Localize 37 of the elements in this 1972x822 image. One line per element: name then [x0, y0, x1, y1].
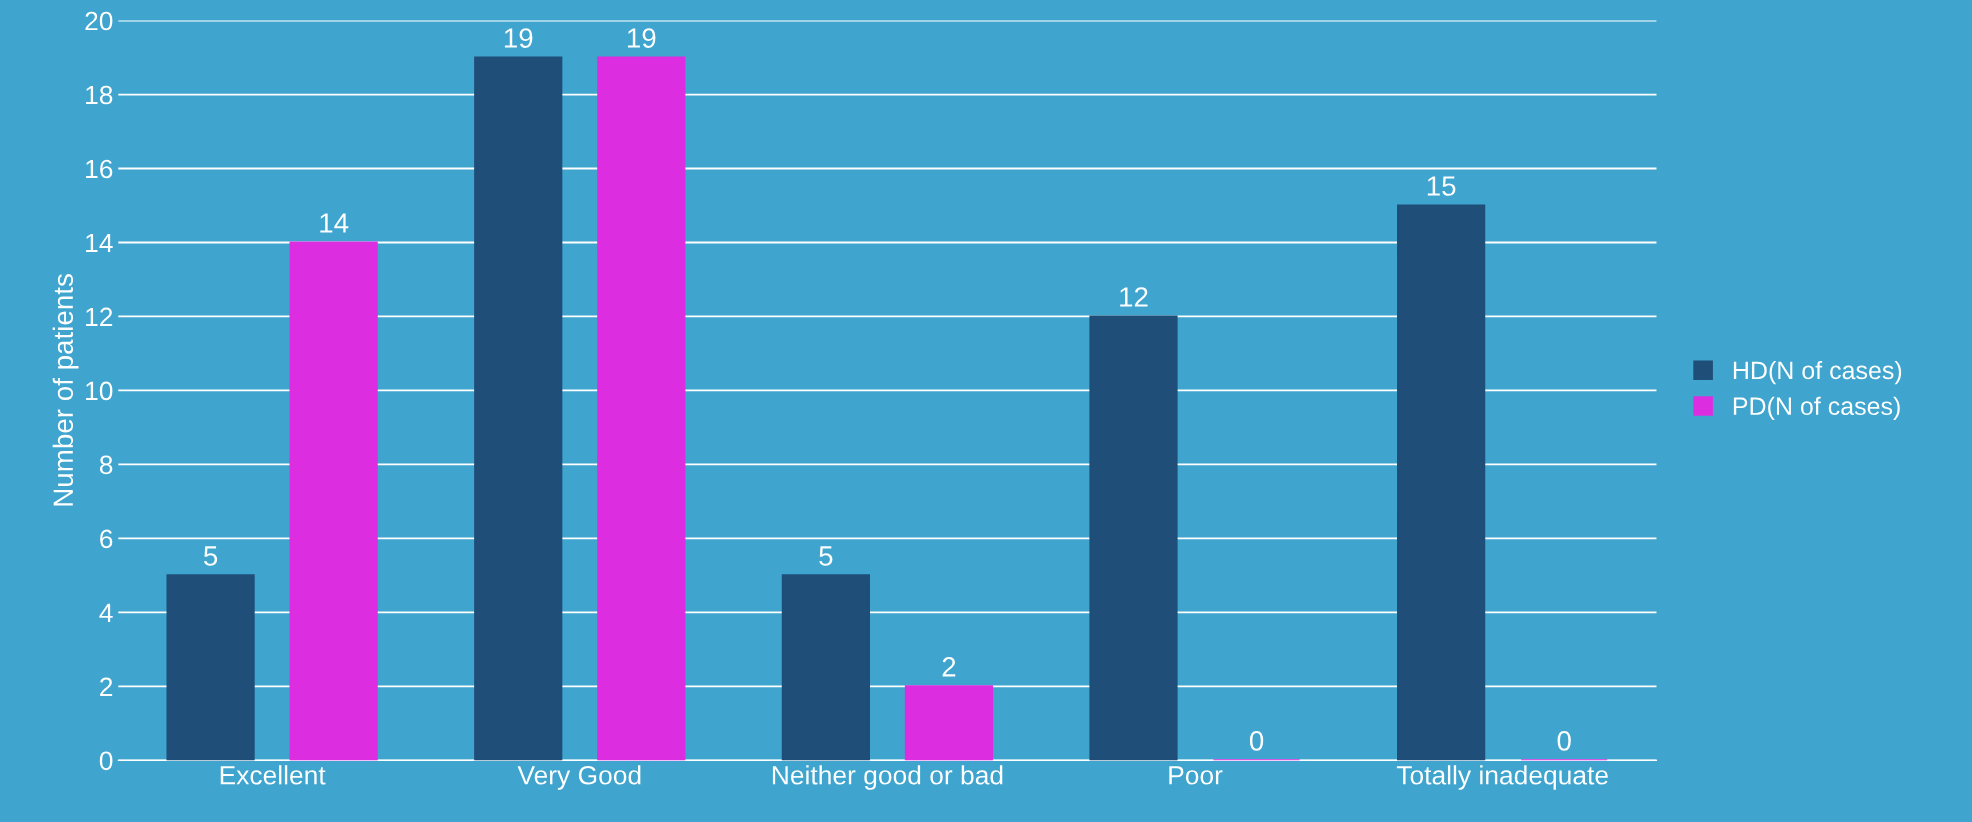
x-tick-label: Excellent	[220, 765, 326, 785]
y-tick-label: 18	[86, 85, 113, 105]
bar	[1089, 315, 1178, 761]
data-label: 0	[1557, 731, 1571, 751]
x-tick-label: Totally inadequate	[1396, 765, 1608, 790]
y-tick-label: 10	[86, 381, 113, 401]
bar	[781, 574, 870, 761]
x-tick-label: Neither good or bad	[772, 765, 1003, 790]
data-label: 0	[1249, 731, 1264, 751]
y-tick-label: 8	[99, 455, 113, 475]
y-tick-label: 20	[85, 11, 113, 31]
bar	[1397, 204, 1486, 761]
bar	[289, 241, 378, 761]
bar	[904, 685, 994, 761]
data-label: 2	[942, 657, 956, 677]
data-label: 19	[504, 28, 533, 48]
data-label: 5	[819, 546, 833, 566]
y-tick-label: 0	[99, 751, 113, 771]
y-tick-label: 12	[86, 307, 113, 327]
x-tick-label: Very Good	[517, 765, 641, 790]
legend-label: PD(N of cases)	[1733, 396, 1900, 420]
y-tick-label: 2	[100, 677, 113, 696]
y-tick-label: 16	[86, 159, 113, 179]
data-label: 14	[320, 213, 349, 233]
data-label: 12	[1120, 287, 1148, 307]
data-label: 19	[627, 28, 656, 48]
data-label: 15	[1427, 176, 1456, 196]
y-tick-label: 6	[100, 529, 113, 549]
y-tick-label: 14	[86, 233, 113, 253]
bar	[166, 574, 255, 761]
x-tick-label: Poor	[1169, 766, 1223, 785]
bar	[597, 56, 686, 761]
data-label: 5	[204, 546, 218, 566]
y-tick-label: 4	[99, 603, 113, 622]
legend-label: HD(N of cases)	[1733, 360, 1902, 385]
bar	[474, 56, 563, 761]
y-axis-title: Number of patients	[52, 274, 79, 506]
